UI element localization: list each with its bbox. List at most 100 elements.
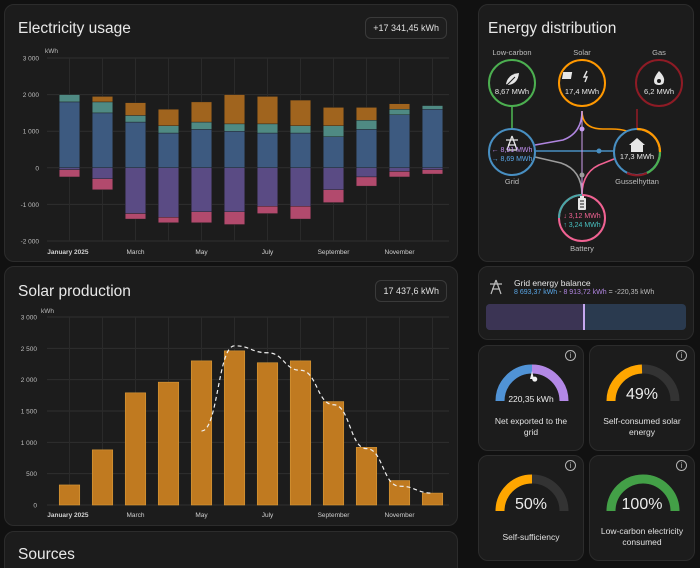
- bar-segment: [389, 109, 410, 115]
- x-tick-label: July: [262, 249, 274, 256]
- electricity-usage-title: Electricity usage: [18, 20, 131, 37]
- grid-balance-bar-fill: [486, 304, 584, 330]
- sources-title: Sources: [18, 546, 75, 563]
- transmission-tower-icon: [506, 135, 518, 151]
- grid-balance-detail: 8 693,37 kWh - 8 913,72 kWh = -220,35 kW…: [514, 289, 654, 296]
- flow-dot: [596, 148, 602, 154]
- y-tick-label: 2 000: [23, 92, 40, 99]
- y-axis-unit: kWh: [41, 308, 54, 315]
- gauge-card[interactable]: i 49% Self-consumed solar energy: [589, 345, 695, 451]
- leaf-icon: [505, 73, 519, 87]
- solar-bar: [91, 449, 114, 506]
- solar-value: 17,4 MWh: [564, 87, 600, 96]
- low-carbon-label: Low-carbon: [492, 48, 532, 57]
- bar-segment: [191, 101, 212, 123]
- solar-bar: [388, 480, 411, 506]
- bar-segment: [191, 121, 212, 130]
- x-tick-label: July: [262, 512, 274, 519]
- bar-segment: [257, 167, 278, 207]
- bar-segment: [323, 107, 344, 126]
- bar-segment: [125, 102, 146, 116]
- gauge-value: 49%: [625, 386, 659, 403]
- gauge-arc: [495, 474, 569, 512]
- solar-bar: [289, 360, 312, 506]
- x-tick-label: March: [126, 512, 144, 519]
- solar-bar: [421, 492, 444, 506]
- grid-label: Grid: [504, 177, 520, 186]
- gauge-value: 100%: [621, 496, 663, 513]
- gauge-card[interactable]: i 100% Low-carbon electricity consumed: [589, 455, 695, 561]
- gauge-needle: [530, 371, 534, 379]
- bar-segment: [125, 167, 146, 214]
- y-tick-label: 1 000: [23, 129, 40, 136]
- grid-balance-bar[interactable]: [486, 304, 686, 330]
- bar-segment: [125, 213, 146, 220]
- bar-segment: [224, 94, 245, 125]
- gauge-fill: [495, 364, 533, 402]
- bar-segment: [389, 103, 410, 110]
- solar-label: Solar: [573, 48, 591, 57]
- bar-segment: [290, 206, 311, 220]
- gauge-value: 50%: [514, 496, 548, 513]
- y-tick-label: 0: [33, 503, 37, 510]
- flow-dot: [579, 172, 585, 178]
- solar-total-chip[interactable]: 17 437,6 kWh: [375, 280, 447, 302]
- bar-segment: [323, 136, 344, 169]
- solar-bar: [256, 362, 279, 506]
- y-tick-label: 500: [26, 471, 37, 478]
- solar-bar: [58, 484, 81, 506]
- electricity-usage-chart[interactable]: kWh 3 000 2 000 1 000 0 -1 000 -2 000 January 2…: [5, 5, 458, 262]
- y-axis-unit: kWh: [45, 48, 58, 55]
- flow-dot: [579, 126, 585, 132]
- solar-bar: [355, 447, 378, 506]
- bar-segment: [323, 189, 344, 203]
- bar-segment: [257, 96, 278, 125]
- bar-segment: [389, 167, 410, 172]
- x-tick-label: January 2025: [47, 512, 89, 519]
- bar-segment: [59, 167, 80, 170]
- transmission-tower-icon: [490, 279, 502, 295]
- gauge-label: Low-carbon electricity consumed: [600, 526, 684, 547]
- electricity-usage-card: Electricity usage +17 341,45 kWh kWh 3 00…: [4, 4, 458, 262]
- bar-segment: [356, 107, 377, 121]
- bar-segment: [257, 132, 278, 168]
- bar-segment: [125, 121, 146, 169]
- solar-bar: [223, 350, 246, 506]
- y-tick-label: 2 000: [21, 377, 38, 384]
- bar-segment: [59, 169, 80, 178]
- solar-bar: [190, 360, 213, 506]
- bar-segment: [257, 206, 278, 214]
- gauge-value: 220,35 kWh: [508, 394, 554, 404]
- bar-segment: [422, 105, 443, 110]
- grid-balance-result: = -220,35 kWh: [606, 289, 655, 296]
- solar-bar: [124, 392, 147, 506]
- battery-out-value: ↓ 3,12 MWh: [563, 213, 601, 220]
- gauge-card[interactable]: i 220,35 kWh Net exported to the grid: [478, 345, 584, 451]
- info-icon[interactable]: i: [676, 350, 687, 361]
- battery-label: Battery: [570, 244, 594, 253]
- battery-in-value: ↑ 3,24 MWh: [563, 222, 601, 229]
- info-icon[interactable]: i: [565, 350, 576, 361]
- bar-segment: [224, 167, 245, 212]
- electricity-total-chip[interactable]: +17 341,45 kWh: [365, 17, 447, 39]
- bar-segment: [59, 94, 80, 103]
- bar-segment: [92, 101, 113, 114]
- bar-segment: [290, 167, 311, 207]
- x-tick-label: September: [318, 512, 351, 519]
- grid-out-value: ← 8,91 MWh: [491, 147, 533, 154]
- bar-segment: [356, 129, 377, 169]
- fire-icon: [654, 71, 665, 85]
- info-icon[interactable]: i: [676, 460, 687, 471]
- battery-icon: [578, 196, 586, 210]
- info-icon[interactable]: i: [565, 460, 576, 471]
- grid-balance-marker: [583, 304, 585, 330]
- gauge-card[interactable]: i 50% Self-sufficiency: [478, 455, 584, 561]
- flow-battery-home: [581, 156, 620, 196]
- grid-balance-title: Grid energy balance: [514, 278, 591, 288]
- gauge-fill: [606, 364, 643, 402]
- bar-segment: [290, 132, 311, 168]
- y-tick-label: -1 000: [21, 202, 40, 209]
- solar-production-title: Solar production: [18, 283, 131, 300]
- bar-segment: [290, 125, 311, 134]
